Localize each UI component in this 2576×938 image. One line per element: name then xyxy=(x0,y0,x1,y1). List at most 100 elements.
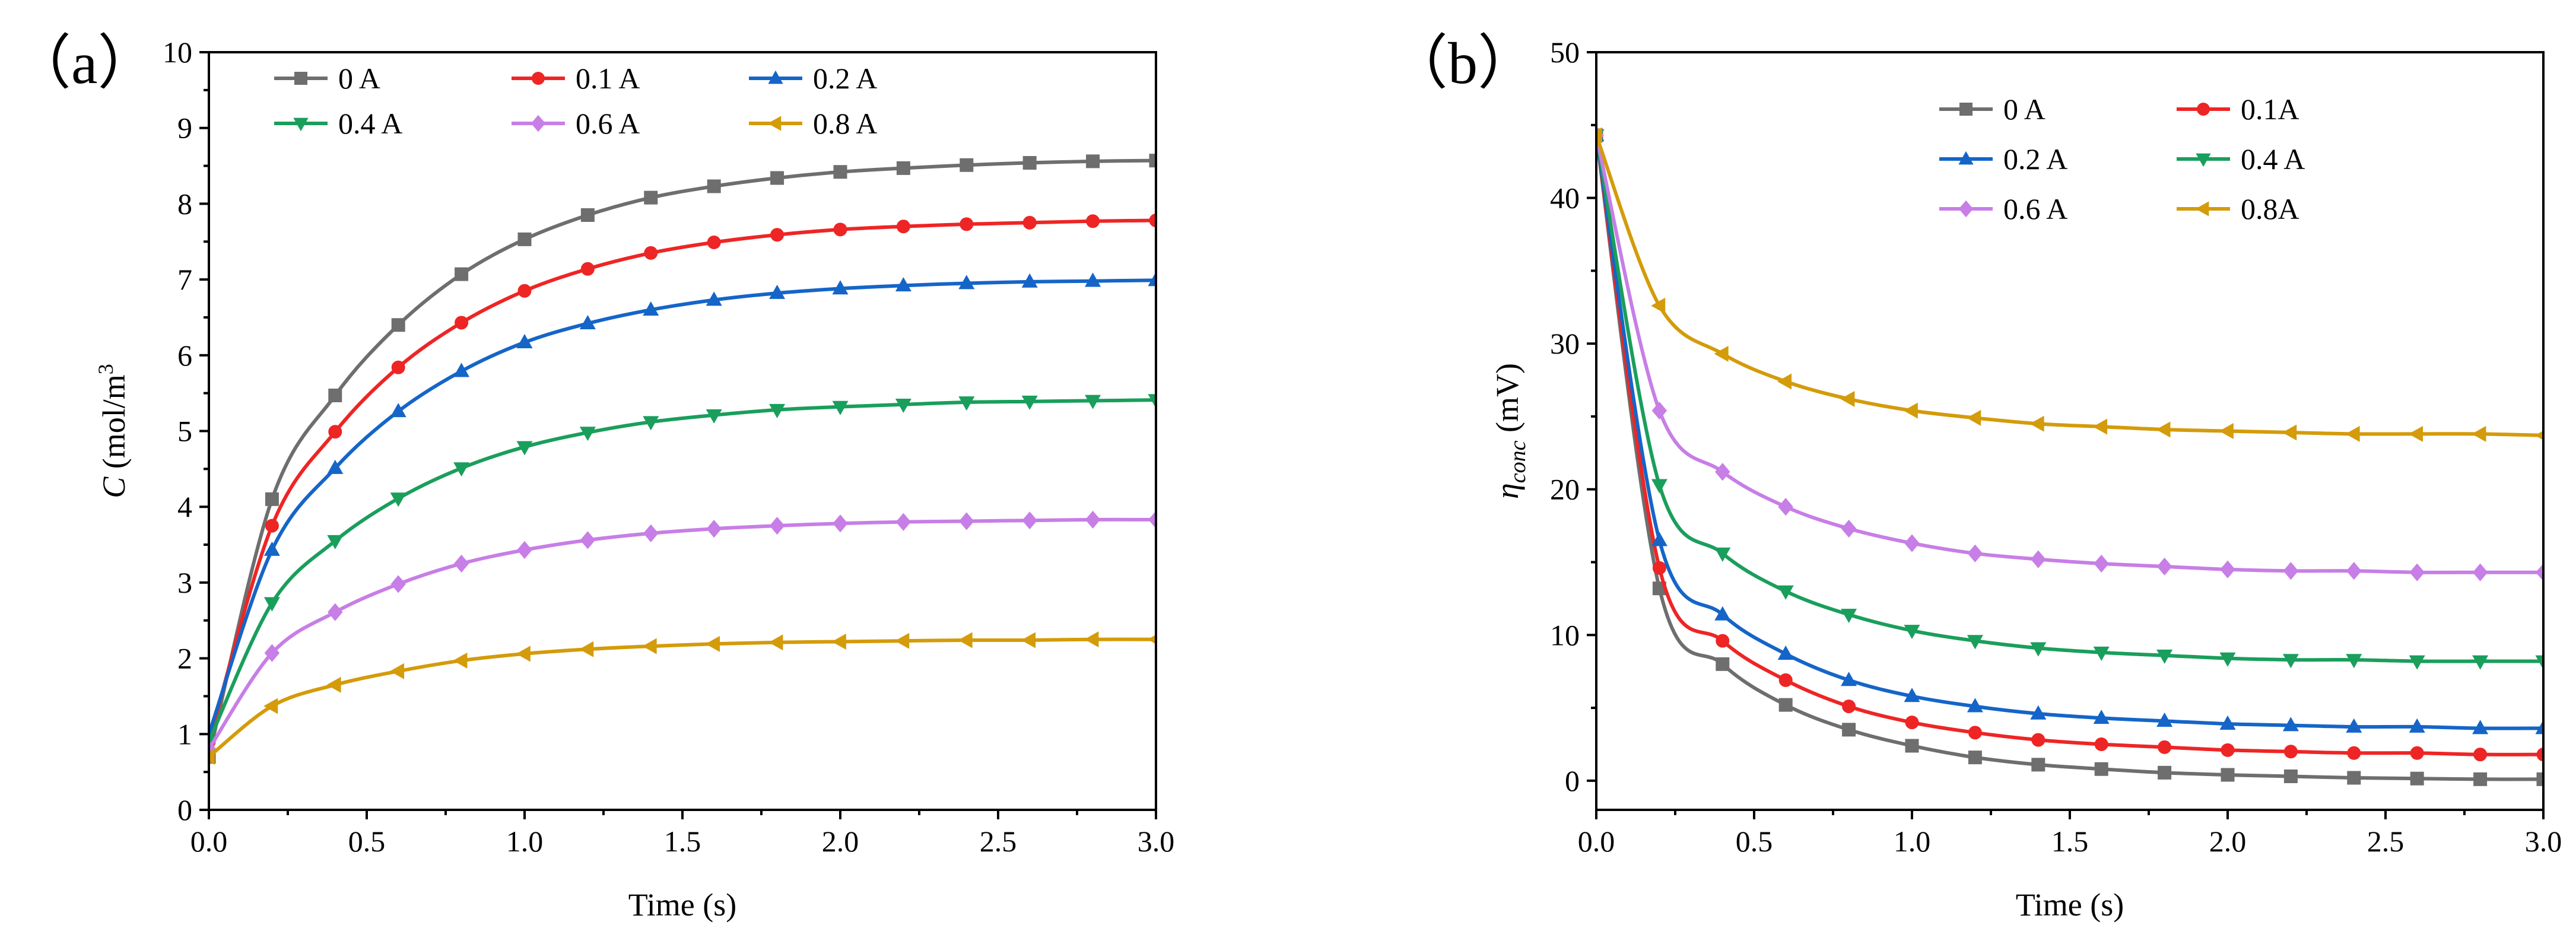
legend-item: 0 A xyxy=(274,62,380,95)
x-tick-label: 1.5 xyxy=(2051,825,2089,858)
x-axis-title: Time (s) xyxy=(628,887,737,923)
series-line xyxy=(209,218,1156,742)
data-point xyxy=(2156,557,2172,575)
data-point xyxy=(580,208,595,222)
series-0-8A xyxy=(1596,127,2543,442)
y-axis-unit: (mV) xyxy=(1489,363,1525,440)
data-point xyxy=(2410,771,2424,786)
legend-label: 0.4 A xyxy=(338,107,402,140)
data-point xyxy=(1022,155,1037,170)
legend-item: 0.2 A xyxy=(749,62,877,95)
data-point xyxy=(263,698,278,714)
series-0-4A xyxy=(1596,129,2543,670)
panel-label: （a） xyxy=(12,30,157,96)
series-0-1A xyxy=(209,214,1156,749)
legend-item: 0.4 A xyxy=(274,107,402,140)
y-tick-label: 50 xyxy=(1550,36,1580,69)
legend-marker xyxy=(767,116,782,131)
x-tick-label: 2.5 xyxy=(980,825,1017,858)
data-point xyxy=(2094,762,2108,776)
data-point xyxy=(960,217,974,231)
data-point xyxy=(517,284,532,298)
data-point xyxy=(895,632,910,649)
data-point xyxy=(265,519,279,533)
data-point xyxy=(1778,673,1793,687)
data-point xyxy=(1021,632,1036,648)
data-point xyxy=(1903,402,1918,419)
axes-frame xyxy=(208,51,1157,811)
data-point xyxy=(2031,550,2046,568)
legend-label: 0.6 A xyxy=(576,107,640,140)
data-point xyxy=(2158,740,2172,754)
data-point xyxy=(896,220,910,234)
data-point xyxy=(960,158,974,172)
data-point xyxy=(1021,273,1038,288)
legend-label: 0.8A xyxy=(2241,192,2299,225)
series-line xyxy=(1596,135,2543,756)
data-point xyxy=(2536,563,2543,581)
data-point xyxy=(706,520,722,538)
data-point xyxy=(769,403,786,418)
data-point xyxy=(1715,463,1730,481)
data-point xyxy=(1086,214,1100,228)
legend-item: 0.6 A xyxy=(512,107,640,140)
data-point xyxy=(2347,746,2361,760)
data-point xyxy=(2283,770,2298,784)
data-point xyxy=(1714,345,1729,362)
x-tick-label: 1.0 xyxy=(506,825,544,858)
data-point xyxy=(1841,672,1857,686)
series-0A xyxy=(209,154,1156,764)
series-line xyxy=(1596,134,2543,437)
data-point xyxy=(2346,654,2362,669)
data-point xyxy=(1716,634,1730,648)
data-point xyxy=(2156,649,2173,664)
legend-label: 0.4 A xyxy=(2241,142,2305,176)
data-point xyxy=(1841,519,1857,538)
legend-marker xyxy=(2196,153,2211,167)
data-point xyxy=(1904,534,1920,552)
data-point xyxy=(328,388,342,402)
data-point xyxy=(453,554,469,573)
series-line xyxy=(209,637,1156,758)
data-point xyxy=(517,540,532,559)
axes-frame xyxy=(1595,51,2545,811)
y-tick-label: 10 xyxy=(163,36,192,69)
data-point xyxy=(2282,424,2297,441)
legend-marker xyxy=(2195,201,2209,217)
data-point xyxy=(2472,563,2488,581)
data-point xyxy=(2219,715,2236,730)
legend-label: 0.1A xyxy=(2241,93,2299,126)
data-point xyxy=(833,514,848,533)
data-point xyxy=(1967,698,1983,713)
y-tick-label: 0 xyxy=(177,793,192,826)
data-point xyxy=(2536,772,2543,786)
data-point xyxy=(2346,562,2362,580)
data-point xyxy=(1084,631,1099,648)
data-point xyxy=(1777,646,1794,660)
data-point xyxy=(2092,418,2108,435)
y-axis-unit: (mol/m xyxy=(96,374,132,477)
data-point xyxy=(580,262,595,276)
data-point xyxy=(327,459,344,474)
data-point xyxy=(643,416,659,431)
data-point xyxy=(1842,723,1856,737)
data-point xyxy=(516,441,533,456)
legend-item: 0 A xyxy=(1939,93,2045,126)
legend-marker xyxy=(2197,103,2210,116)
data-point xyxy=(2536,748,2543,762)
y-tick-label: 30 xyxy=(1550,327,1580,360)
data-point xyxy=(2094,554,2109,573)
data-point xyxy=(706,409,722,424)
data-point xyxy=(1651,402,1667,420)
data-point xyxy=(707,179,721,193)
y-tick-label: 9 xyxy=(177,112,192,145)
data-point xyxy=(705,635,720,652)
data-point xyxy=(579,314,596,330)
data-point xyxy=(643,524,659,542)
y-tick-label: 20 xyxy=(1550,473,1580,506)
data-point xyxy=(2219,652,2236,667)
data-point xyxy=(1777,373,1792,390)
data-point xyxy=(327,535,344,549)
data-point xyxy=(644,246,658,260)
legend-item: 0.1A xyxy=(2177,93,2299,126)
